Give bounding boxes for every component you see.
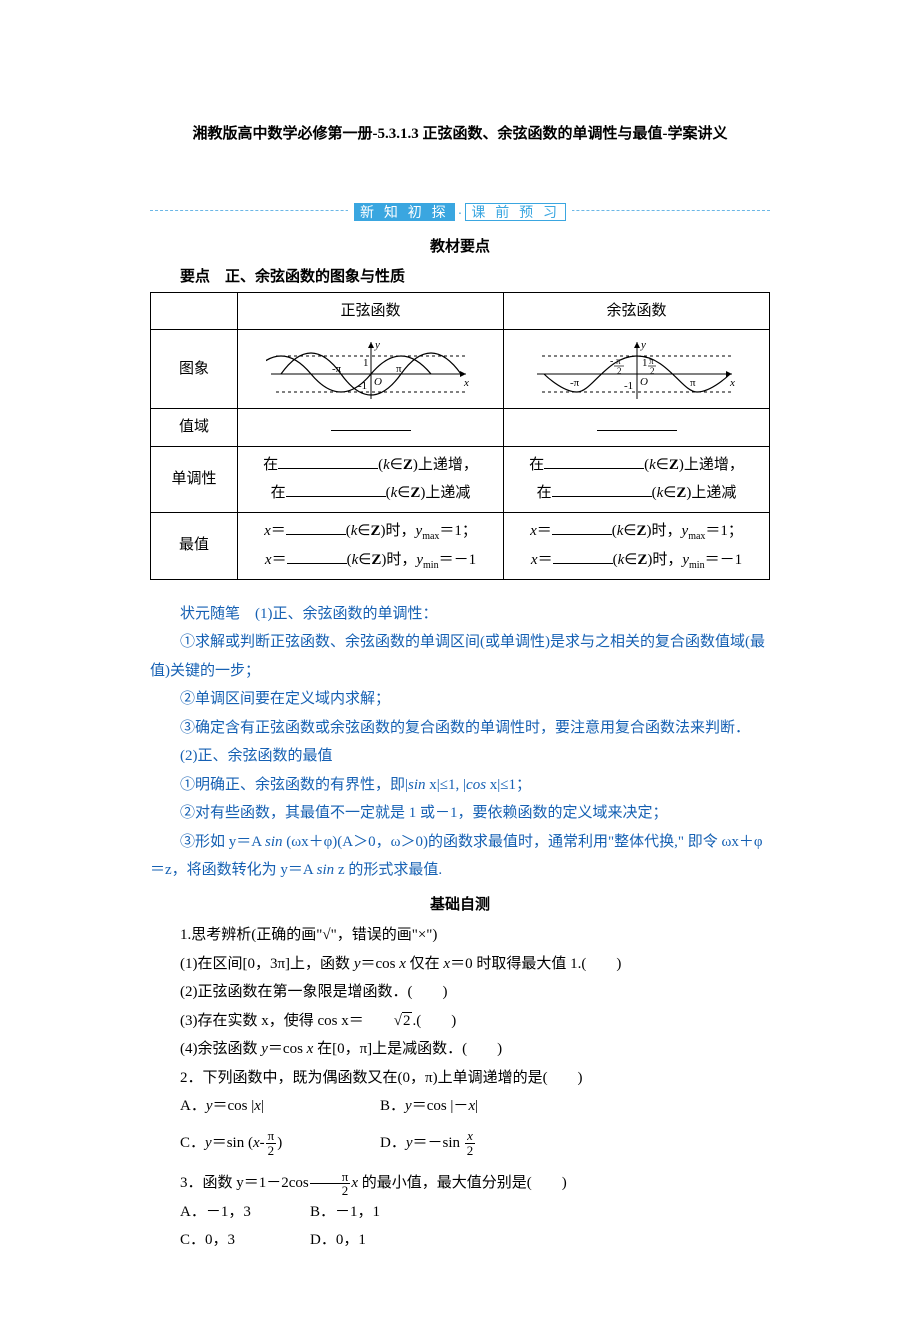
cos-mono: 在(k∈Z)上递增， 在(k∈Z)上递减 (504, 446, 770, 512)
th-blank (151, 292, 238, 330)
q3-a: A．－1，3 (150, 1198, 310, 1227)
svg-text:-1: -1 (358, 380, 367, 392)
svg-text:2: 2 (617, 366, 622, 376)
row-extreme-label: 最值 (151, 512, 238, 579)
th-cos: 余弦函数 (504, 292, 770, 330)
q2-d: D．y＝－sin x2 (380, 1129, 560, 1158)
sin-graph-svg: y x O 1 -1 π -π (266, 334, 476, 404)
q2-b: B．y＝cos |－x| (380, 1092, 560, 1121)
note-0: 状元随笔 (1)正、余弦函数的单调性： (150, 600, 770, 629)
q1-4: (4)余弦函数 y＝cos x 在[0，π]上是减函数．( ) (150, 1035, 770, 1064)
svg-text:π: π (396, 363, 402, 375)
cos-graph-svg: y x O 1 -1 π 2 π 2 - π -π (532, 334, 742, 404)
svg-text:π: π (649, 356, 654, 366)
doc-title: 湘教版高中数学必修第一册-5.3.1.3 正弦函数、余弦函数的单调性与最值-学案… (150, 120, 770, 149)
banner: 新 知 初 探·课 前 预 习 (150, 199, 770, 221)
svg-text:O: O (640, 376, 648, 388)
sin-mono: 在(k∈Z)上递增， 在(k∈Z)上递减 (238, 446, 504, 512)
svg-text:x: x (463, 377, 469, 389)
svg-text:π: π (690, 377, 696, 389)
note-4: (2)正、余弦函数的最值 (150, 742, 770, 771)
svg-text:O: O (374, 376, 382, 388)
q2-row2: C．y＝sin (x-π2) D．y＝－sin x2 (150, 1129, 770, 1158)
sin-range (238, 409, 504, 447)
properties-table: 正弦函数 余弦函数 图象 y x O 1 -1 π -π (150, 292, 770, 580)
q1-3: (3)存在实数 x，使得 cos x＝√2.( ) (150, 1007, 770, 1036)
q1-1: (1)在区间[0，3π]上，函数 y＝cos x 仅在 x＝0 时取得最大值 1… (150, 950, 770, 979)
sin-graph-cell: y x O 1 -1 π -π (238, 330, 504, 409)
q3-b: B．－1，1 (310, 1198, 490, 1227)
q3-row1: A．－1，3 B．－1，1 (150, 1198, 770, 1227)
svg-text:π: π (616, 356, 621, 366)
section-heading-2: 基础自测 (150, 891, 770, 920)
cos-range (504, 409, 770, 447)
q2-c: C．y＝sin (x-π2) (150, 1129, 380, 1158)
keypoint-heading: 要点 正、余弦函数的图象与性质 (150, 263, 770, 292)
q1: 1.思考辨析(正确的画"√"，错误的画"×") (150, 921, 770, 950)
sin-extreme: x＝(k∈Z)时，ymax＝1； x＝(k∈Z)时，ymin＝－1 (238, 512, 504, 579)
banner-dot: · (458, 204, 463, 220)
q1-2: (2)正弦函数在第一象限是增函数．( ) (150, 978, 770, 1007)
th-sin: 正弦函数 (238, 292, 504, 330)
cos-extreme: x＝(k∈Z)时，ymax＝1； x＝(k∈Z)时，ymin＝－1 (504, 512, 770, 579)
row-range-label: 值域 (151, 409, 238, 447)
note-3: ③确定含有正弦函数或余弦函数的复合函数的单调性时，要注意用复合函数法来判断． (150, 714, 770, 743)
svg-text:x: x (729, 377, 735, 389)
note-1: ①求解或判断正弦函数、余弦函数的单调区间(或单调性)是求与之相关的复合函数值域(… (150, 628, 770, 685)
banner-box-left: 新 知 初 探 (354, 203, 455, 221)
q3: 3．函数 y＝1－2cosπ2x 的最小值，最大值分别是( ) (150, 1169, 770, 1198)
row-graph-label: 图象 (151, 330, 238, 409)
banner-box-right: 课 前 预 习 (465, 203, 566, 221)
svg-text:-1: -1 (624, 380, 633, 392)
note-6: ②对有些函数，其最值不一定就是 1 或－1，要依赖函数的定义域来决定； (150, 799, 770, 828)
svg-text:1: 1 (642, 357, 648, 369)
cos-graph-cell: y x O 1 -1 π 2 π 2 - π -π (504, 330, 770, 409)
svg-text:-π: -π (570, 377, 580, 389)
svg-text:-: - (610, 356, 613, 367)
svg-text:y: y (640, 339, 646, 351)
svg-text:y: y (374, 339, 380, 351)
q3-c: C．0，3 (150, 1226, 310, 1255)
svg-text:-π: -π (332, 363, 342, 375)
q2-a: A．y＝cos |x| (150, 1092, 380, 1121)
svg-text:2: 2 (650, 366, 655, 376)
note-2: ②单调区间要在定义域内求解； (150, 685, 770, 714)
q3-row2: C．0，3 D．0，1 (150, 1226, 770, 1255)
note-7: ③形如 y＝A sin (ωx＋φ)(A＞0，ω＞0)的函数求最值时，通常利用"… (150, 828, 770, 885)
q2-row1: A．y＝cos |x| B．y＝cos |－x| (150, 1092, 770, 1121)
svg-text:1: 1 (363, 357, 369, 369)
row-mono-label: 单调性 (151, 446, 238, 512)
q2: 2．下列函数中，既为偶函数又在(0，π)上单调递增的是( ) (150, 1064, 770, 1093)
q3-d: D．0，1 (310, 1226, 490, 1255)
note-5: ①明确正、余弦函数的有界性，即|sin x|≤1, |cos x|≤1； (150, 771, 770, 800)
section-heading-1: 教材要点 (150, 233, 770, 262)
